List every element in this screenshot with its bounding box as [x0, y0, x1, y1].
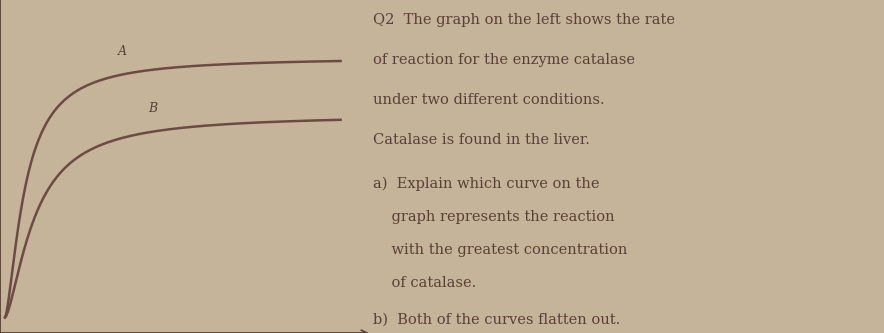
Text: graph represents the reaction: graph represents the reaction — [373, 210, 614, 224]
Text: b)  Both of the curves flatten out.: b) Both of the curves flatten out. — [373, 313, 621, 327]
Text: Catalase is found in the liver.: Catalase is found in the liver. — [373, 133, 590, 147]
Text: B: B — [149, 102, 157, 115]
Text: a)  Explain which curve on the: a) Explain which curve on the — [373, 176, 599, 191]
Text: Q2  The graph on the left shows the rate: Q2 The graph on the left shows the rate — [373, 13, 675, 27]
Text: A: A — [118, 45, 127, 58]
Text: with the greatest concentration: with the greatest concentration — [373, 243, 628, 257]
Text: under two different conditions.: under two different conditions. — [373, 93, 605, 107]
Text: of reaction for the enzyme catalase: of reaction for the enzyme catalase — [373, 53, 636, 67]
Text: of catalase.: of catalase. — [373, 276, 476, 290]
